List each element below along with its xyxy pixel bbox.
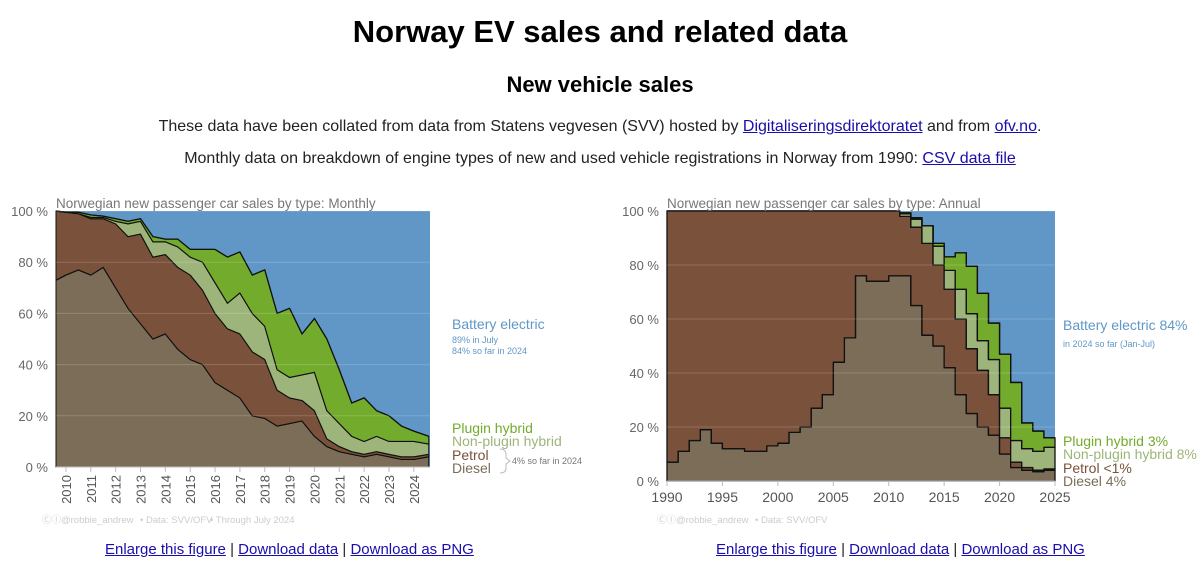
bev-annotation-july: 89% in July [452,335,499,345]
y-tick-label: 100 % [622,204,659,219]
legend-petrol: Petrol <1% [1063,460,1132,476]
x-tick-label: 2024 [407,475,422,504]
separator: | [836,541,850,558]
legend-non-plugin-hybrid: Non-plugin hybrid 8% [1063,446,1197,462]
download-png-link[interactable]: Download as PNG [961,541,1085,558]
y-tick-label: 20 % [18,409,48,424]
page-title: Norway EV sales and related data [352,14,848,49]
y-tick-label: 60 % [18,306,48,321]
x-tick-label: 2020 [307,475,322,504]
csv-link[interactable]: CSV data file [922,150,1016,167]
footer-credit: ⒸⒾ@robbie_andrew [42,515,134,526]
digdir-link[interactable]: Digitaliseringsdirektoratet [742,118,923,135]
x-tick-label: 2019 [283,475,298,504]
annual-chart: 0 % 20 % 40 % 60 % 80 % 100 % 1990 1995 2000 2005… [622,196,1197,526]
x-tick-label: 2021 [332,475,347,504]
intro-text: and from [922,118,995,135]
x-tick-label: 1990 [651,489,682,505]
download-data-link[interactable]: Download data [849,541,950,558]
x-tick-label: 2022 [357,475,372,504]
annual-chart-links: Enlarge this figure | Download data | Do… [716,541,1085,558]
y-tick-label: 20 % [629,420,659,435]
x-tick-label: 2015 [929,489,960,505]
monthly-chart-links: Enlarge this figure | Download data | Do… [105,541,474,558]
x-tick-label: 2020 [984,489,1015,505]
legend-non-plugin-hybrid: Non-plugin hybrid [452,433,562,449]
x-tick-label: 2023 [382,475,397,504]
bev-annotation: in 2024 so far (Jan-Jul) [1063,339,1155,349]
x-tick-label: 2000 [762,489,793,505]
line-plugin [55,210,429,437]
chart-title: Norwegian new passenger car sales by typ… [56,196,376,211]
x-tick-label: 2012 [109,475,124,504]
legend-plugin-hybrid: Plugin hybrid [452,420,533,436]
legend-diesel: Diesel [452,460,491,476]
line-plugin [667,210,1055,439]
footer-credit: ⒸⒾ@robbie_andrew [657,515,749,526]
separator: | [949,541,962,558]
x-tick-label: 2017 [233,475,248,504]
x-tick-label: 2010 [59,475,74,504]
brace-icon [499,448,511,474]
x-tick-label: 2015 [183,475,198,504]
y-tick-label: 80 % [629,258,659,273]
bev-annotation-ytd: 84% so far in 2024 [452,346,527,356]
enlarge-link[interactable]: Enlarge this figure [716,541,837,558]
legend-plugin-hybrid: Plugin hybrid 3% [1063,433,1168,449]
ofv-link[interactable]: ofv.no [994,118,1037,135]
separator: | [338,541,351,558]
fossil-annotation: 4% so far in 2024 [512,456,582,466]
y-tick-label: 40 % [18,358,48,373]
x-tick-label: 2016 [208,475,223,504]
intro-text: . [1036,118,1042,135]
x-tick-label: 1995 [707,489,738,505]
y-tick-label: 40 % [629,366,659,381]
download-png-link[interactable]: Download as PNG [350,541,474,558]
legend-battery-electric: Battery electric 84% [1063,317,1188,333]
enlarge-link[interactable]: Enlarge this figure [105,541,226,558]
legend-diesel: Diesel 4% [1063,473,1126,489]
intro-text: These data have been collated from data … [158,118,743,135]
download-data-link[interactable]: Download data [238,541,339,558]
footer-data: • Data: SVV/OFV [140,515,213,526]
intro-text: Monthly data on breakdown of engine type… [184,150,923,167]
x-tick-label: 2025 [1039,489,1070,505]
y-tick-label: 60 % [629,312,659,327]
footer-data: • Data: SVV/OFV [755,515,828,526]
y-tick-label: 100 % [11,204,48,219]
chart-title: Norwegian new passenger car sales by typ… [667,196,981,211]
x-tick-label: 2014 [158,475,173,504]
y-tick-label: 80 % [18,255,48,270]
monthly-chart: 0 % 20 % 40 % 60 % 80 % 100 % 2010 2011 2012 2013… [11,196,582,526]
separator: | [225,541,239,558]
y-tick-label: 0 % [26,460,49,475]
x-tick-label: 2011 [84,475,99,503]
x-tick-label: 2013 [133,475,148,504]
x-tick-label: 2010 [873,489,904,505]
intro-paragraph-1: These data have been collated from data … [0,118,1200,136]
footer-through: • Through July 2024 [210,515,294,526]
x-tick-label: 2018 [258,475,273,504]
x-tick-label: 2005 [818,489,849,505]
intro-paragraph-2: Monthly data on breakdown of engine type… [0,150,1200,168]
legend-petrol: Petrol [452,447,489,463]
legend-battery-electric: Battery electric [452,316,545,332]
section-title: New vehicle sales [506,72,694,97]
y-tick-label: 0 % [637,474,660,489]
